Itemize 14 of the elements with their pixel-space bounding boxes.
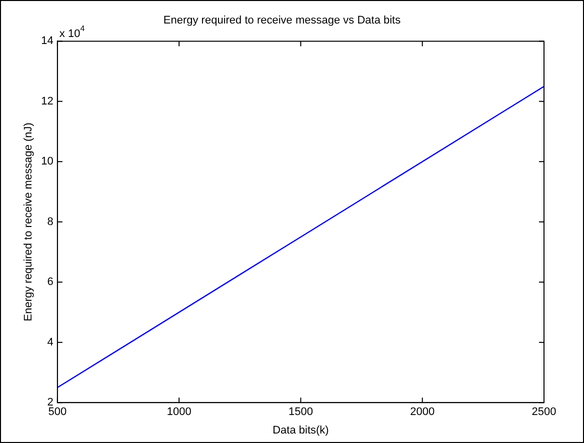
y-axis-title: Energy required to receive message (nJ) bbox=[22, 122, 35, 322]
y-tick-label: 10 bbox=[41, 156, 54, 168]
y-tick-label: 8 bbox=[47, 216, 54, 228]
x-tick-label: 1500 bbox=[288, 406, 313, 418]
x-tick-label: 1000 bbox=[166, 406, 192, 418]
x-tick-label: 2500 bbox=[532, 406, 556, 418]
x-tick-label: 2000 bbox=[410, 406, 435, 418]
x-tick-label: 500 bbox=[48, 406, 67, 418]
x-axis-title: Data bits(k) bbox=[272, 424, 329, 436]
y-tick-label: 14 bbox=[41, 35, 54, 48]
chart-title: Energy required to receive message vs Data bits bbox=[163, 14, 402, 27]
y-tick-label: 12 bbox=[41, 95, 54, 108]
y-tick-label: 6 bbox=[47, 276, 54, 288]
y-tick-label: 4 bbox=[47, 336, 54, 348]
